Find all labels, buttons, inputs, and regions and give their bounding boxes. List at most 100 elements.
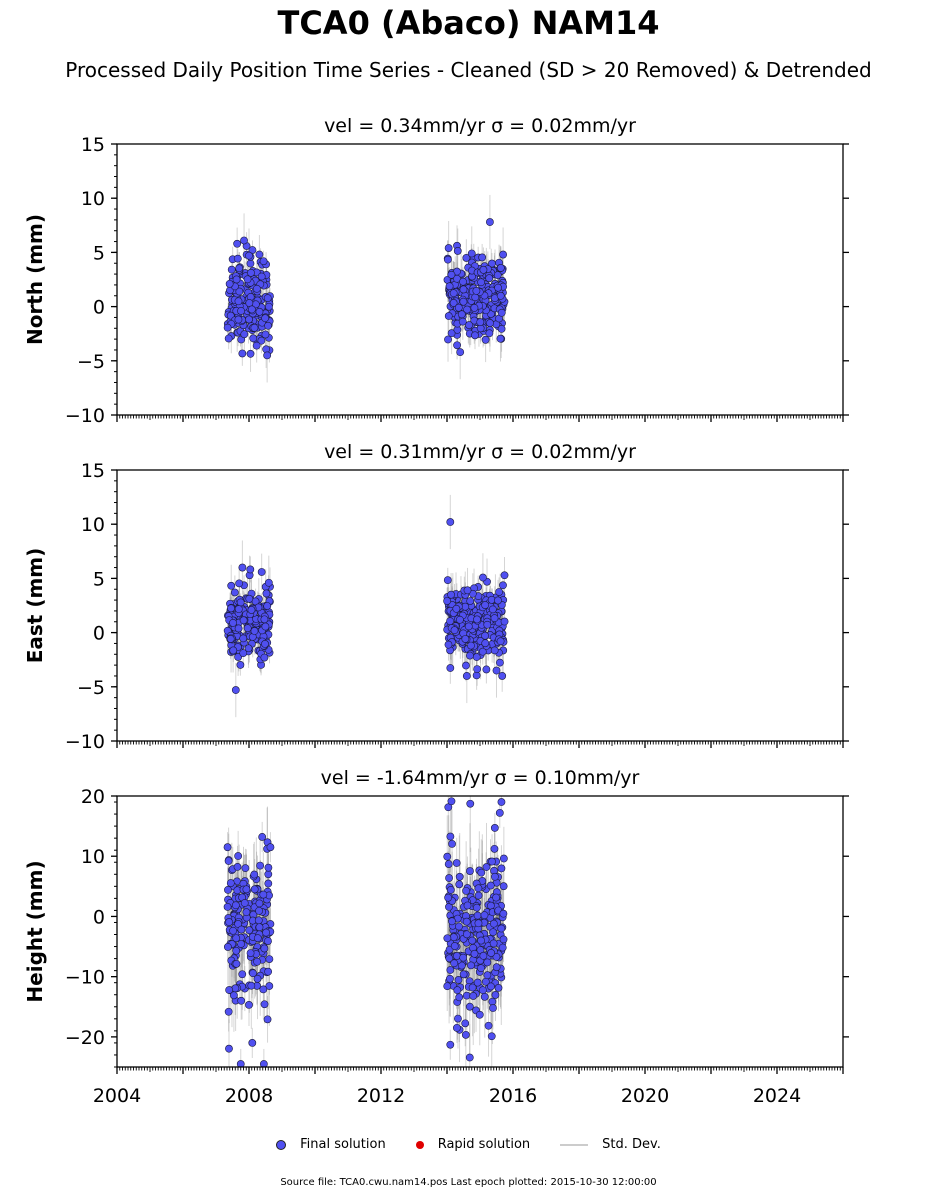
height-data-point xyxy=(226,879,235,887)
east-data-point xyxy=(462,661,470,670)
east-data-point xyxy=(483,620,492,629)
north-data-point xyxy=(444,244,453,252)
height-data-point xyxy=(495,808,504,817)
north-data-point xyxy=(486,319,494,327)
north-data-point xyxy=(471,331,479,340)
north-data-point xyxy=(463,305,472,314)
height-data-point xyxy=(258,833,267,841)
height-data-point xyxy=(462,930,471,939)
north-data-point xyxy=(259,257,268,266)
height-data-point xyxy=(492,952,501,961)
height-data-point xyxy=(487,1032,496,1041)
east-data-point xyxy=(257,568,266,576)
std-dev-line-icon xyxy=(560,1143,589,1146)
north-data-point xyxy=(247,268,255,277)
height-data-point xyxy=(491,991,500,999)
east-data-point xyxy=(452,604,461,613)
east-data-point xyxy=(450,626,459,635)
north-data-point xyxy=(255,250,264,259)
legend-rapid-label: Rapid solution xyxy=(437,1137,531,1152)
height-data-point xyxy=(459,970,468,979)
east-data-point xyxy=(463,586,472,595)
chart-subtitle: Processed Daily Position Time Series - C… xyxy=(65,58,872,82)
height-data-point xyxy=(245,1001,253,1009)
north-data-point xyxy=(235,264,244,273)
height-data-point xyxy=(450,959,459,968)
height-xtick-label: 2008 xyxy=(225,1085,273,1107)
height-data-point xyxy=(233,863,242,871)
height-data-point xyxy=(443,852,452,861)
north-panel-title: vel = 0.34mm/yr σ = 0.02mm/yr xyxy=(324,115,636,137)
height-data-point xyxy=(446,974,454,983)
height-data-point xyxy=(463,901,472,910)
east-data-point xyxy=(455,615,464,624)
height-data-point xyxy=(255,906,263,915)
east-ytick-label: −5 xyxy=(77,677,105,699)
north-data-point xyxy=(470,303,479,312)
height-data-point xyxy=(489,1004,497,1012)
north-ytick-label: 0 xyxy=(93,297,105,319)
height-data-point xyxy=(255,899,264,908)
height-data-point xyxy=(499,854,508,863)
north-data-point xyxy=(456,348,465,357)
east-panel-title: vel = 0.31mm/yr σ = 0.02mm/yr xyxy=(324,441,636,463)
north-data-point xyxy=(238,349,247,358)
source-note: Source file: TCA0.cwu.nam14.pos Last epo… xyxy=(280,1177,657,1188)
height-data-point xyxy=(446,966,455,974)
north-data-point xyxy=(447,270,456,279)
height-data-point xyxy=(264,879,273,888)
east-data-point xyxy=(250,627,259,635)
height-data-point xyxy=(224,885,232,894)
height-data-point xyxy=(229,991,238,1000)
north-data-point xyxy=(245,251,253,260)
height-data-point xyxy=(444,893,453,902)
east-data-point xyxy=(244,644,253,653)
height-data-point xyxy=(259,890,268,899)
height-data-point xyxy=(232,934,241,943)
height-data-point xyxy=(250,870,259,879)
height-data-point xyxy=(454,1014,462,1023)
north-data-point xyxy=(481,335,490,344)
height-data-point xyxy=(499,935,508,944)
height-data-point xyxy=(487,982,495,991)
height-data-point xyxy=(490,824,499,832)
north-data-point xyxy=(223,323,232,332)
height-data-point xyxy=(477,964,485,973)
height-data-point xyxy=(225,986,234,994)
height-data-point xyxy=(264,967,273,976)
east-data-point xyxy=(226,635,235,643)
height-data-point xyxy=(234,852,243,860)
east-data-point xyxy=(488,605,497,614)
height-data-point xyxy=(486,901,495,910)
north-data-point xyxy=(499,250,507,259)
north-data-point xyxy=(233,254,242,263)
height-data-point xyxy=(457,961,466,970)
height-data-point xyxy=(264,863,273,872)
north-data-point xyxy=(246,259,255,268)
height-data-point xyxy=(467,961,475,970)
north-data-point xyxy=(252,341,261,350)
east-data-point xyxy=(461,635,470,643)
north-data-point xyxy=(496,334,505,343)
height-data-point xyxy=(499,882,508,891)
height-data-point xyxy=(448,917,456,926)
east-data-point xyxy=(472,653,481,661)
east-data-point xyxy=(499,581,507,590)
height-data-point xyxy=(255,923,264,932)
height-data-point xyxy=(223,843,232,852)
height-data-point xyxy=(445,874,453,882)
north-data-point xyxy=(443,255,452,264)
height-data-point xyxy=(256,861,265,870)
height-data-point xyxy=(484,1021,493,1030)
east-data-point xyxy=(446,518,455,526)
height-data-point xyxy=(242,885,251,894)
height-data-point xyxy=(253,957,262,966)
east-data-point xyxy=(473,615,481,624)
height-data-point xyxy=(470,949,479,958)
east-data-point xyxy=(443,576,452,585)
north-data-point xyxy=(478,253,487,262)
north-data-point xyxy=(453,247,462,255)
east-data-point xyxy=(462,672,471,680)
height-data-point xyxy=(254,916,263,925)
